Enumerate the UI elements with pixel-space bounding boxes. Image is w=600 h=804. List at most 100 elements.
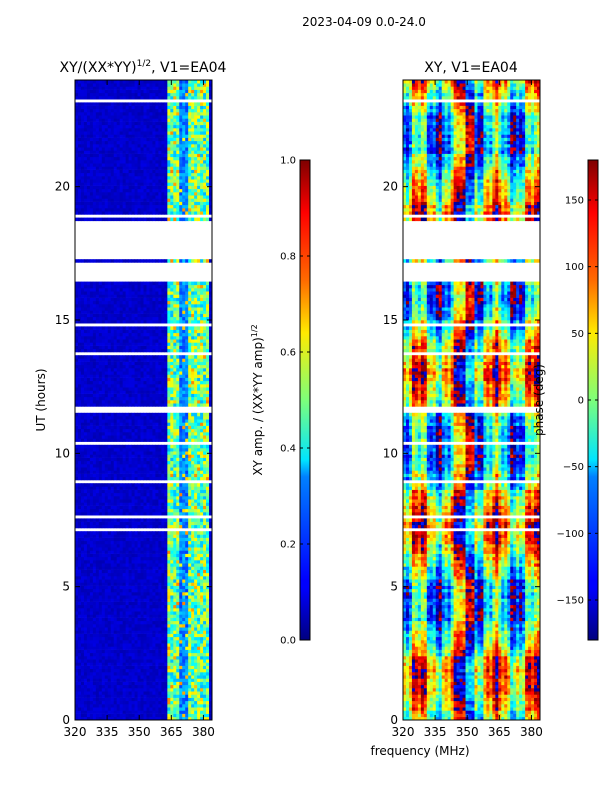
amp-cell [86,393,91,398]
amp-cell [161,419,165,423]
amp-cell [176,595,180,599]
amp-cell [167,537,171,542]
amp-cell [119,678,124,682]
amp-cell [209,585,212,590]
amp-cell [128,540,132,545]
amp-cell [128,668,132,673]
amp-cell [86,579,91,583]
amp-cell [158,483,162,487]
amp-cell [134,569,138,574]
amp-cell [194,704,198,708]
amp-cell [200,601,204,606]
amp-cell [122,608,127,612]
amp-cell [179,451,183,455]
amp-cell [128,537,132,542]
amp-cell [173,512,177,516]
amp-cell [206,531,210,535]
amp-cell [185,355,189,359]
amp-cell [158,668,162,673]
amp-cell [179,678,183,682]
amp-cell [194,428,198,433]
amp-cell [75,380,79,385]
amp-cell [92,358,97,362]
amp-cell [194,569,198,574]
amp-cell [200,390,204,394]
amp-cell [80,627,85,631]
amp-cell [89,620,94,625]
amp-cell [188,556,192,561]
amp-cell [206,432,210,436]
amp-cell [92,364,97,369]
amp-cell [158,470,162,474]
amp-cell [98,544,103,548]
amp-cell [137,508,141,513]
amp-cell [116,416,121,420]
amp-cell [101,448,106,452]
amp-cell [203,604,207,609]
amp-cell [86,604,91,609]
amp-cell [128,499,132,503]
amp-cell [116,681,121,686]
amp-cell [122,502,127,506]
amp-cell [116,467,121,471]
amp-cell [89,681,94,686]
amp-cell [128,572,132,577]
amp-cell [122,448,127,452]
amp-cell [203,678,207,682]
amp-cell [158,521,162,526]
amp-cell [146,627,150,631]
amp-cell [200,691,204,695]
amp-cell [146,614,150,618]
amp-cell [179,704,183,708]
amp-cell [110,483,115,487]
amp-cell [191,556,195,561]
amp-cell [77,668,82,673]
amp-cell [149,595,153,599]
amp-cell [86,630,91,634]
amp-cell [143,377,147,382]
amp-cell [194,524,198,529]
amp-cell [146,483,150,487]
amp-cell [131,598,135,602]
amp-cell [134,400,138,404]
amp-cell [167,432,171,436]
amp-cell [173,710,177,714]
amp-cell [116,355,121,359]
amp-cell [188,633,192,638]
amp-cell [75,617,79,622]
amp-cell [140,691,144,695]
amp-cell [92,579,97,583]
amp-cell [110,355,115,359]
amp-cell [122,592,127,596]
amp-cell [209,617,212,622]
amp-cell [164,524,168,529]
amp-cell [95,636,100,641]
amp-cell [173,489,177,494]
amp-cell [149,672,153,676]
amp-cell [137,566,141,570]
amp-cell [92,592,97,596]
amp-cell [182,521,186,526]
amp-cell [113,361,118,366]
amp-cell [194,611,198,615]
amp-cell [209,355,212,359]
amp-cell [182,380,186,385]
amp-cell [104,633,109,638]
amp-cell [131,416,135,420]
amp-cell [206,604,210,609]
amp-cell [125,556,130,561]
amp-cell [98,716,103,720]
amp-cell [149,387,153,391]
amp-cell [134,604,138,609]
amp-cell [113,598,118,602]
amp-cell [143,659,147,663]
amp-cell [104,710,109,714]
amp-cell [89,569,94,574]
amp-cell [161,534,165,538]
amp-cell [188,524,192,529]
amp-cell [146,416,150,420]
amp-cell [152,707,156,711]
amp-cell [152,435,156,439]
amp-cell [89,416,94,420]
amp-cell [161,512,165,516]
